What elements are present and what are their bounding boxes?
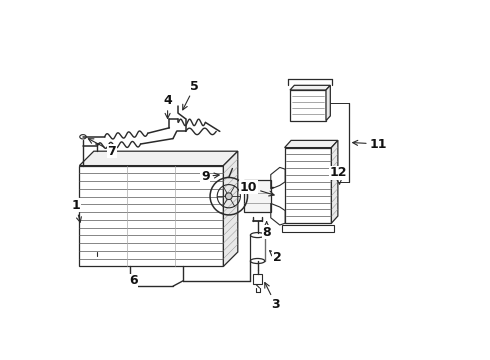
Polygon shape bbox=[290, 85, 330, 90]
Polygon shape bbox=[282, 225, 334, 232]
Text: 8: 8 bbox=[262, 222, 271, 239]
Ellipse shape bbox=[250, 258, 265, 264]
Text: 12: 12 bbox=[330, 166, 347, 184]
Text: 4: 4 bbox=[163, 94, 172, 118]
Polygon shape bbox=[253, 274, 262, 284]
Text: 10: 10 bbox=[240, 181, 274, 196]
Circle shape bbox=[225, 193, 232, 199]
Polygon shape bbox=[326, 85, 330, 121]
Polygon shape bbox=[250, 235, 265, 261]
Polygon shape bbox=[79, 151, 238, 166]
Polygon shape bbox=[223, 151, 238, 266]
Text: 6: 6 bbox=[129, 274, 138, 287]
Text: 11: 11 bbox=[353, 138, 387, 150]
Polygon shape bbox=[285, 148, 331, 223]
Polygon shape bbox=[331, 140, 338, 223]
Text: 5: 5 bbox=[183, 80, 199, 110]
Text: 9: 9 bbox=[201, 170, 219, 183]
Polygon shape bbox=[285, 140, 338, 148]
Ellipse shape bbox=[250, 233, 265, 238]
Polygon shape bbox=[290, 90, 326, 121]
Text: 1: 1 bbox=[72, 199, 81, 222]
Text: 2: 2 bbox=[270, 251, 282, 264]
Text: 3: 3 bbox=[265, 283, 280, 311]
Polygon shape bbox=[244, 180, 271, 212]
Text: 7: 7 bbox=[88, 139, 116, 158]
Polygon shape bbox=[79, 166, 223, 266]
